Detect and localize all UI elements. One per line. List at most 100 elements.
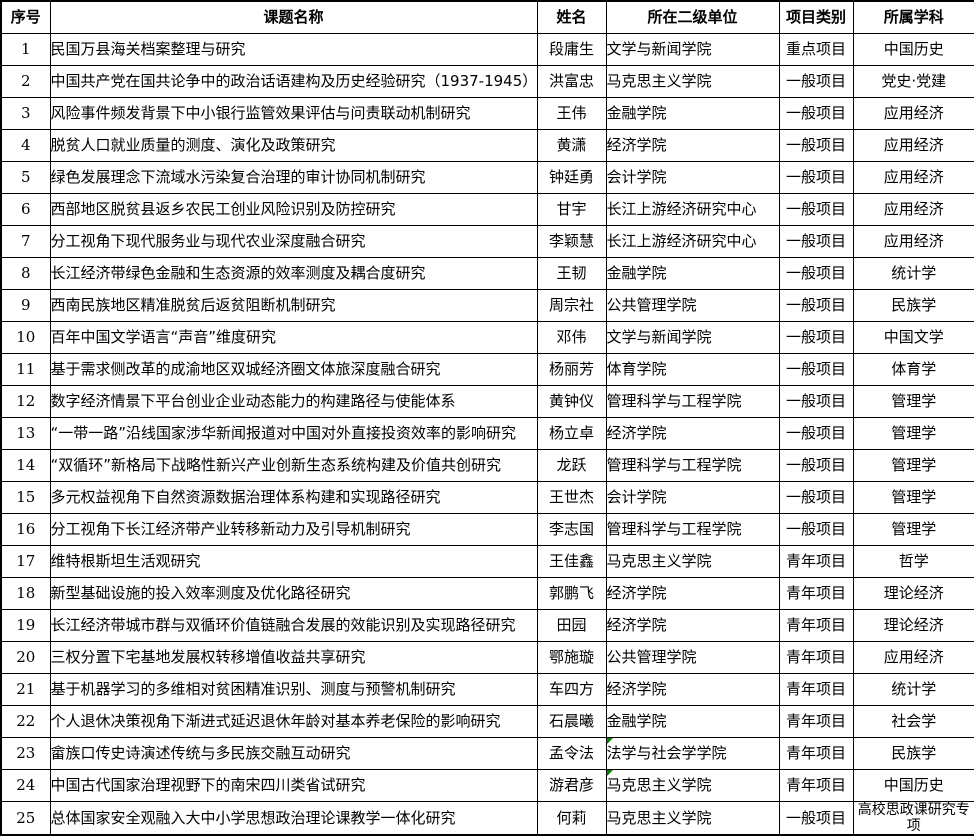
cell-category: 一般项目 xyxy=(778,160,854,194)
cell-title: 多元权益视角下自然资源数据治理体系构建和实现路径研究 xyxy=(49,480,538,514)
table-row: 16 分工视角下长江经济带产业转移新动力及引导机制研究 李志国 管理科学与工程学院 一般… xyxy=(0,512,974,546)
cell-category: 青年项目 xyxy=(778,608,854,642)
table-row: 25 总体国家安全观融入大中小学思想政治理论课教学一体化研究 何莉 马克思主义学院 一般… xyxy=(0,800,974,835)
cell-category: 一般项目 xyxy=(778,128,854,162)
cell-category: 一般项目 xyxy=(778,352,854,386)
table-row: 7 分工视角下现代服务业与现代农业深度融合研究 李颖慧 长江上游经济研究中心 一般项目应… xyxy=(0,224,974,258)
cell-title: 长江经济带城市群与双循环价值链融合发展的效能识别及实现路径研究 xyxy=(49,608,538,642)
cell-num: 8 xyxy=(0,256,51,290)
cell-discipline: 社会学 xyxy=(852,704,974,738)
table-row: 9 西南民族地区精准脱贫后返贫阻断机制研究 周宗社 公共管理学院 一般项目 民族学 xyxy=(0,288,974,322)
cell-num: 17 xyxy=(0,544,51,578)
cell-discipline: 应用经济 xyxy=(852,192,974,226)
cell-num: 19 xyxy=(0,608,51,642)
cell-num: 6 xyxy=(0,192,51,226)
cell-category: 一般项目 xyxy=(778,224,854,258)
cell-num: 10 xyxy=(0,320,51,354)
cell-title: 畲族口传史诗演述传统与多民族交融互动研究 xyxy=(49,736,538,770)
table-row: 5 绿色发展理念下流域水污染复合治理的审计协同机制研究 钟廷勇 会计学院 一般项目 应用经… xyxy=(0,160,974,194)
cell-name: 车四方 xyxy=(536,672,607,706)
cell-num: 14 xyxy=(0,448,51,482)
cell-title: 分工视角下现代服务业与现代农业深度融合研究 xyxy=(49,224,538,258)
cell-title: 个人退休决策视角下渐进式延迟退休年龄对基本养老保险的影响研究 xyxy=(49,704,538,738)
cell-num: 12 xyxy=(0,384,51,418)
table-row: 4 脱贫人口就业质量的测度、演化及政策研究 黄潇 经济学院 一般项目 应用经济 xyxy=(0,128,974,162)
cell-category: 青年项目 xyxy=(778,736,854,770)
table-row: 19 长江经济带城市群与双循环价值链融合发展的效能识别及实现路径研究 田园 经济学院青… xyxy=(0,608,974,642)
cell-category: 一般项目 xyxy=(778,256,854,290)
cell-category: 青年项目 xyxy=(778,672,854,706)
cell-unit: 管理科学与工程学院 xyxy=(605,448,780,482)
table-row: 11 基于需求侧改革的成渝地区双城经济圈文体旅深度融合研究 杨丽芳 体育学院 一般项目体… xyxy=(0,352,974,386)
cell-category: 青年项目 xyxy=(778,544,854,578)
cell-title: 绿色发展理念下流域水污染复合治理的审计协同机制研究 xyxy=(49,160,538,194)
cell-discipline: 统计学 xyxy=(852,256,974,290)
cell-name: 游君彦 xyxy=(536,768,607,802)
cell-category: 一般项目 xyxy=(778,96,854,130)
cell-discipline: 哲学 xyxy=(852,544,974,578)
table-row: 8 长江经济带绿色金融和生态资源的效率测度及耦合度研究 王韧 金融学院 一般项目 统计学 xyxy=(0,256,974,290)
cell-unit: 长江上游经济研究中心 xyxy=(605,192,780,226)
cell-discipline: 中国文学 xyxy=(852,320,974,354)
cell-discipline: 管理学 xyxy=(852,512,974,546)
cell-discipline: 应用经济 xyxy=(852,224,974,258)
cell-unit: 经济学院 xyxy=(605,576,780,610)
cell-num: 15 xyxy=(0,480,51,514)
cell-unit: 马克思主义学院 xyxy=(605,800,780,835)
cell-discipline: 体育学 xyxy=(852,352,974,386)
cell-category: 一般项目 xyxy=(778,448,854,482)
cell-category: 一般项目 xyxy=(778,288,854,322)
cell-name: 黄潇 xyxy=(536,128,607,162)
cell-title: 西南民族地区精准脱贫后返贫阻断机制研究 xyxy=(49,288,538,322)
cell-unit: 经济学院 xyxy=(605,672,780,706)
cell-title: 中国共产党在国共论争中的政治话语建构及历史经验研究（1937-1945） xyxy=(49,64,538,98)
cell-title: “一带一路”沿线国家涉华新闻报道对中国对外直接投资效率的影响研究 xyxy=(49,416,538,450)
cell-num: 1 xyxy=(0,32,51,66)
cell-discipline: 应用经济 xyxy=(852,160,974,194)
cell-discipline: 民族学 xyxy=(852,288,974,322)
cell-title: 基于机器学习的多维相对贫困精准识别、测度与预警机制研究 xyxy=(49,672,538,706)
cell-unit: 马克思主义学院 xyxy=(605,768,780,802)
cell-unit: 法学与社会学学院 xyxy=(605,736,780,770)
cell-name: 孟令法 xyxy=(536,736,607,770)
cell-unit: 体育学院 xyxy=(605,352,780,386)
cell-num: 16 xyxy=(0,512,51,546)
table-body: 1 民国万县海关档案整理与研究 段庸生 文学与新闻学院 重点项目 中国历史 2 中国共产党在国… xyxy=(0,32,974,835)
cell-name: 周宗社 xyxy=(536,288,607,322)
cell-title: 西部地区脱贫县返乡农民工创业风险识别及防控研究 xyxy=(49,192,538,226)
cell-unit: 经济学院 xyxy=(605,608,780,642)
cell-unit: 长江上游经济研究中心 xyxy=(605,224,780,258)
cell-title: 民国万县海关档案整理与研究 xyxy=(49,32,538,66)
cell-title: 维特根斯坦生活观研究 xyxy=(49,544,538,578)
cell-name: 鄂施璇 xyxy=(536,640,607,674)
table-row: 18 新型基础设施的投入效率测度及优化路径研究 郭鹏飞 经济学院 青年项目 理论经济 xyxy=(0,576,974,610)
table-row: 1 民国万县海关档案整理与研究 段庸生 文学与新闻学院 重点项目 中国历史 xyxy=(0,32,974,66)
cell-category: 一般项目 xyxy=(778,480,854,514)
cell-name: 杨丽芳 xyxy=(536,352,607,386)
cell-flag-icon xyxy=(607,770,613,776)
cell-name: 田园 xyxy=(536,608,607,642)
header-row: 序号 课题名称 姓名 所在二级单位 项目类别 所属学科 xyxy=(0,0,974,34)
cell-name: 王世杰 xyxy=(536,480,607,514)
cell-name: 洪富忠 xyxy=(536,64,607,98)
cell-unit: 管理科学与工程学院 xyxy=(605,512,780,546)
cell-flag-icon xyxy=(607,738,613,744)
cell-title: 三权分置下宅基地发展权转移增值收益共享研究 xyxy=(49,640,538,674)
cell-name: 王韧 xyxy=(536,256,607,290)
cell-title: 新型基础设施的投入效率测度及优化路径研究 xyxy=(49,576,538,610)
cell-category: 一般项目 xyxy=(778,320,854,354)
cell-unit: 公共管理学院 xyxy=(605,640,780,674)
column-header-num: 序号 xyxy=(0,0,51,34)
cell-discipline: 党史·党建 xyxy=(852,64,974,98)
cell-name: 何莉 xyxy=(536,800,607,835)
cell-category: 一般项目 xyxy=(778,64,854,98)
cell-unit: 金融学院 xyxy=(605,96,780,130)
cell-num: 18 xyxy=(0,576,51,610)
cell-category: 一般项目 xyxy=(778,192,854,226)
cell-discipline: 民族学 xyxy=(852,736,974,770)
cell-discipline: 理论经济 xyxy=(852,576,974,610)
table-row: 15 多元权益视角下自然资源数据治理体系构建和实现路径研究 王世杰 会计学院 一般项目管… xyxy=(0,480,974,514)
cell-title: 风险事件频发背景下中小银行监管效果评估与问责联动机制研究 xyxy=(49,96,538,130)
cell-unit: 会计学院 xyxy=(605,480,780,514)
cell-num: 13 xyxy=(0,416,51,450)
